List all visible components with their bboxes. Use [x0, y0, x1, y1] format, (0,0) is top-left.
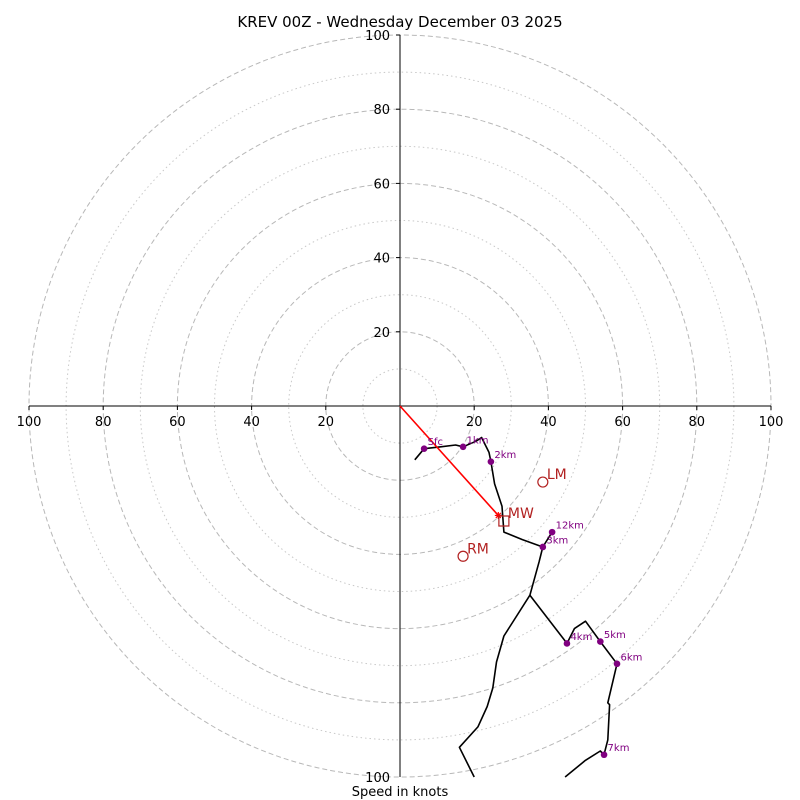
height-point: [420, 445, 428, 452]
storm-motion-marker: [457, 550, 469, 562]
trace-upper: [564, 620, 618, 778]
trace-link: [529, 594, 568, 644]
height-label: 12km: [556, 521, 584, 532]
shear-vector: [399, 405, 502, 519]
x-tick-label: 60: [614, 415, 631, 430]
x-tick-label: 20: [466, 415, 483, 430]
x-tick-label: 20: [318, 415, 335, 430]
height-label: 6km: [621, 652, 643, 663]
storm-motion-marker: [498, 515, 510, 527]
height-point: [600, 751, 608, 759]
x-tick-label: 100: [759, 415, 784, 430]
shear-line: [399, 405, 499, 516]
x-tick-label: 100: [17, 415, 42, 430]
x-axis-label: Speed in knots: [352, 785, 449, 800]
x-tick-label: 80: [95, 415, 112, 430]
storm-motion-label: MW: [508, 506, 534, 522]
height-label: Sfc: [428, 437, 443, 448]
storm-motion-marker: [537, 476, 549, 488]
x-tick-label: 40: [243, 415, 260, 430]
height-label: 4km: [570, 632, 592, 643]
y-tick-label-bottom: 100: [365, 771, 390, 786]
height-label: 5km: [604, 630, 626, 641]
y-tick-label: 100: [365, 29, 390, 44]
y-tick-label: 40: [373, 252, 390, 267]
trace-lower: [414, 436, 544, 778]
height-point: [459, 443, 467, 451]
height-point: [487, 458, 495, 465]
height-point: [539, 543, 547, 551]
x-tick-label: 60: [169, 415, 186, 430]
height-point: [597, 638, 604, 645]
x-tick-label: 80: [689, 415, 706, 430]
y-tick-label: 20: [373, 326, 390, 341]
height-point: [548, 528, 556, 536]
height-label: 1km: [467, 435, 489, 446]
height-label: 2km: [494, 450, 516, 461]
height-point: [613, 660, 621, 668]
tick-labels: 100 80 60 40 20 20 40 60 80 100 20 40 60 80 100 100: [17, 29, 784, 786]
storm-motion-markers: LM RM MW: [457, 467, 567, 562]
height-label: 7km: [608, 743, 630, 754]
chart-title: KREV 00Z - Wednesday December 03 2025: [237, 13, 562, 31]
height-label: 3km: [546, 535, 568, 546]
y-tick-label: 80: [373, 103, 390, 118]
height-markers: Sfc 1km 2km 3km 4km 5km 6km 7km 12km: [420, 435, 643, 759]
height-point: [563, 640, 571, 647]
x-tick-label: 40: [540, 415, 557, 430]
storm-motion-label: RM: [467, 541, 489, 557]
y-tick-label: 60: [373, 177, 390, 192]
storm-motion-label: LM: [547, 467, 567, 483]
